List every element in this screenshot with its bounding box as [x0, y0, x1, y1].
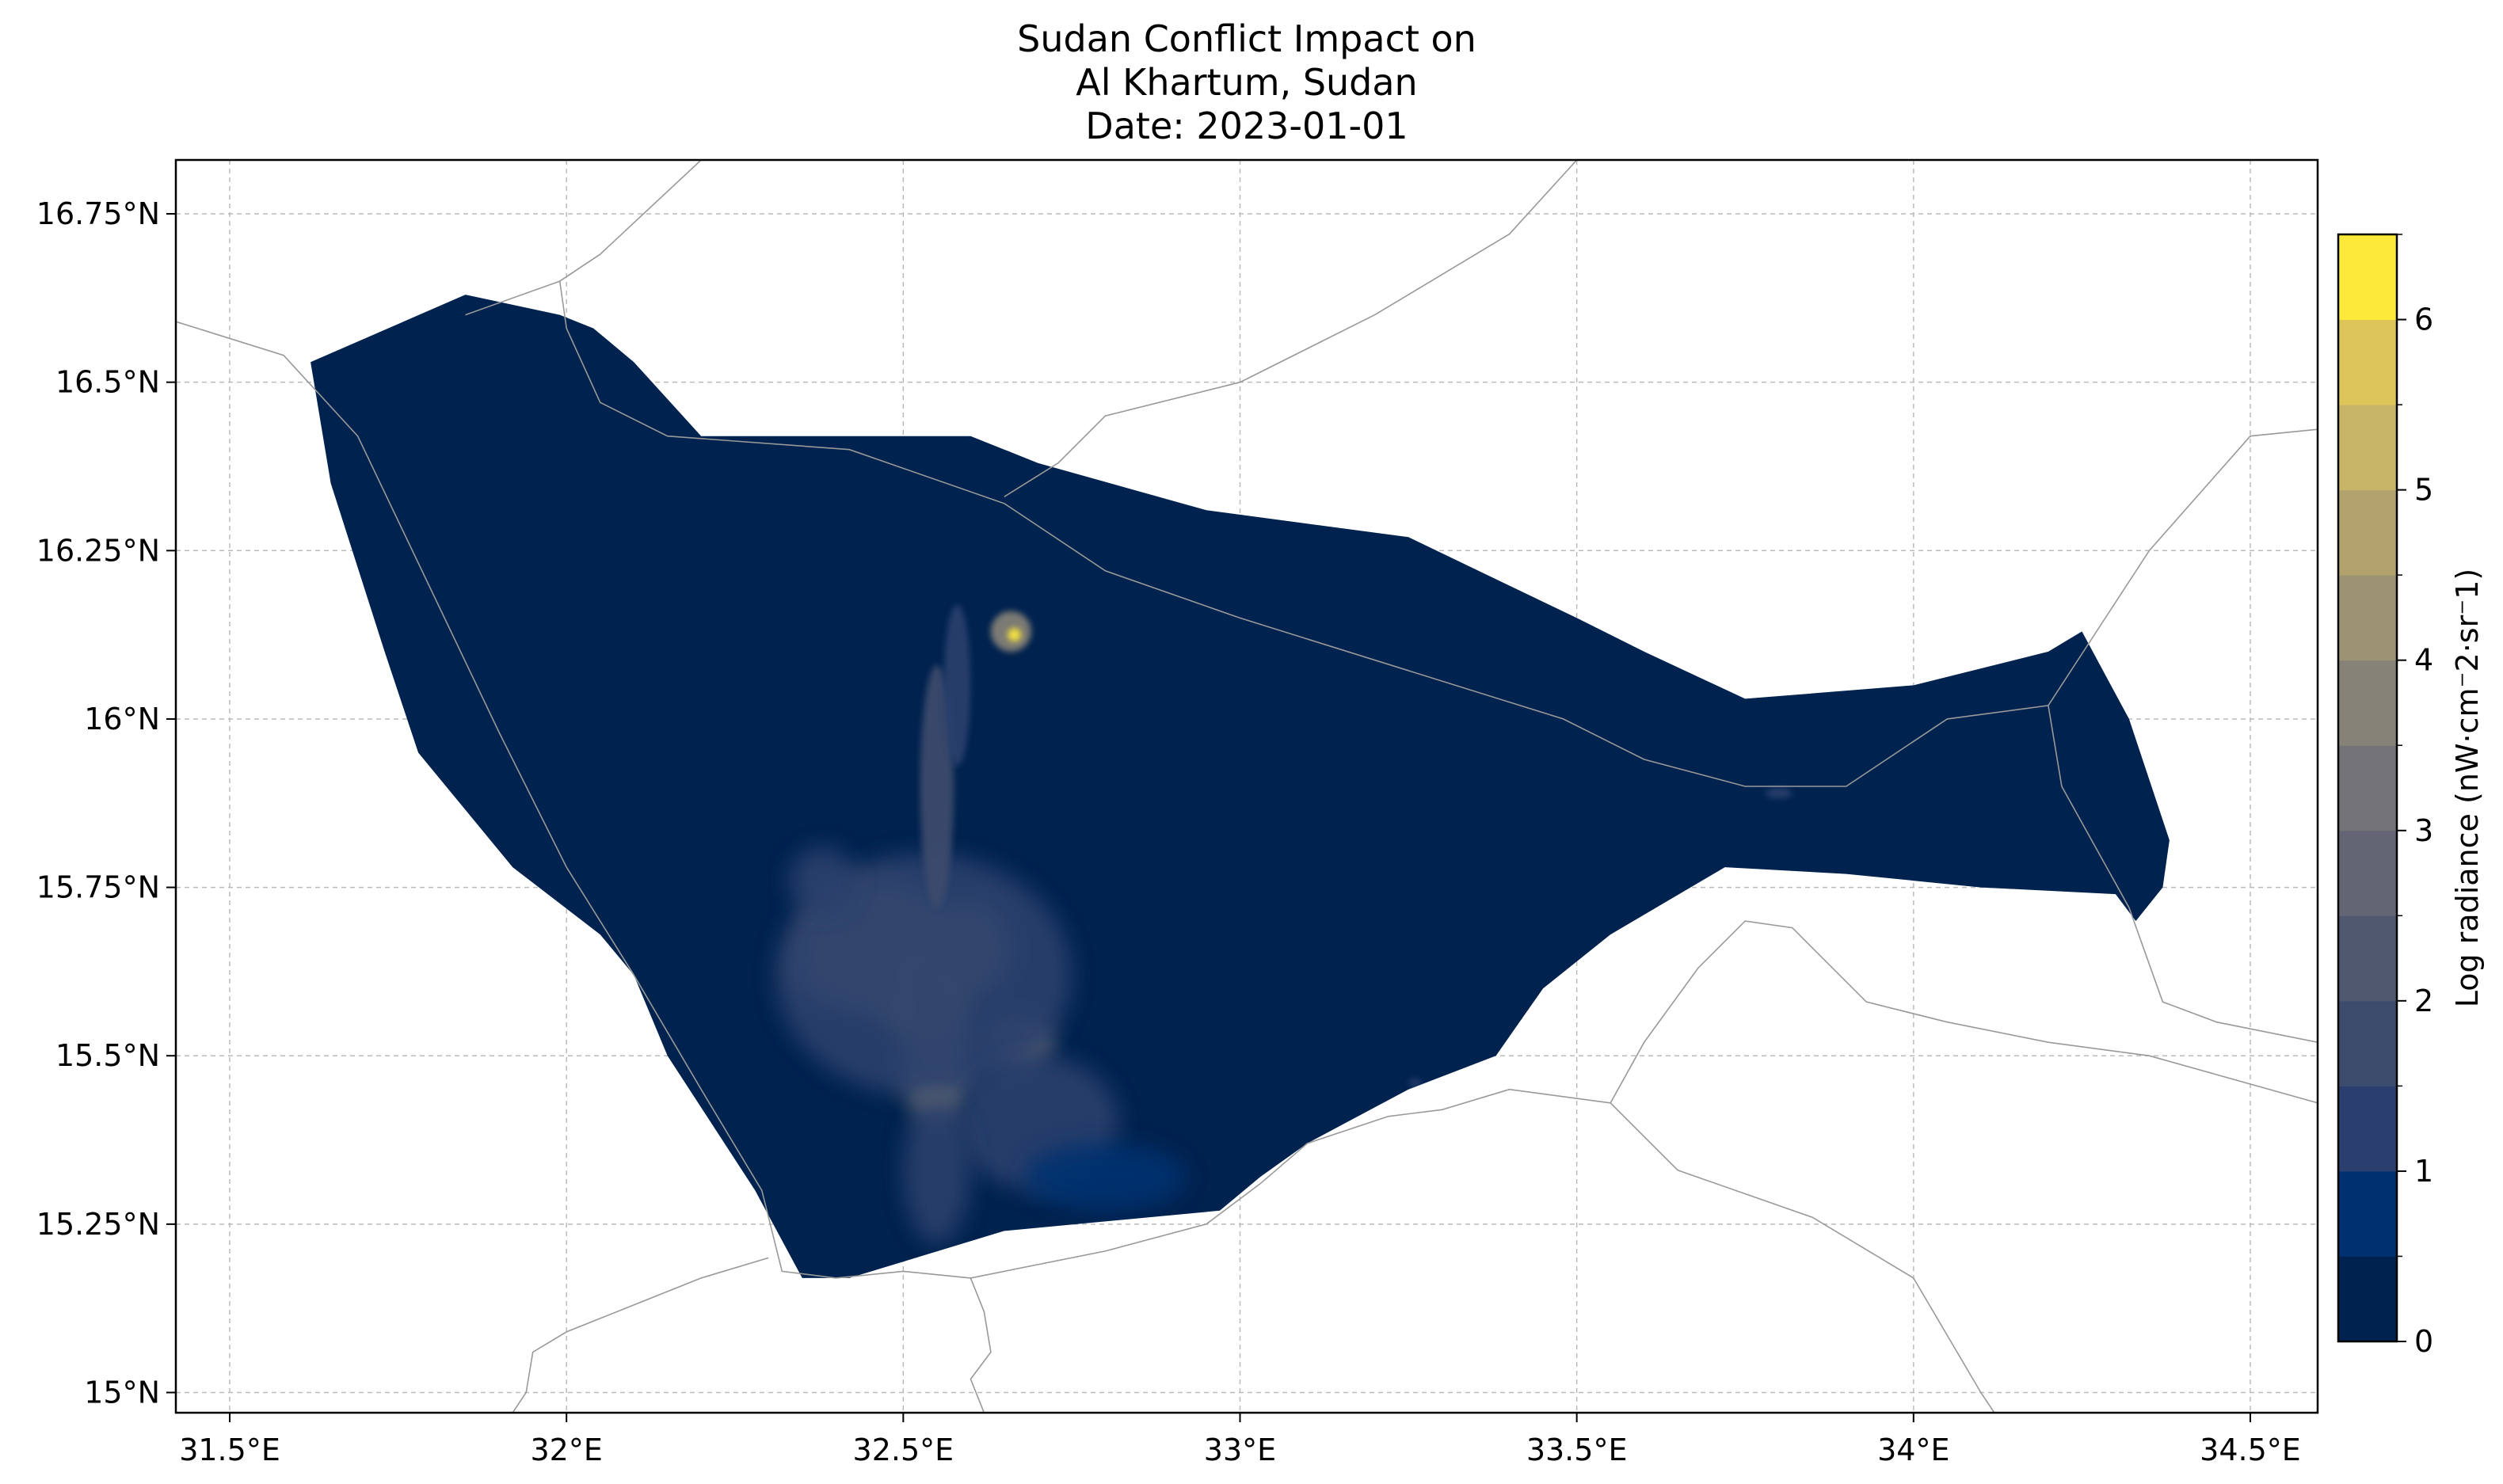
light-blob: [943, 604, 971, 767]
state-fill: [310, 295, 2170, 1278]
colorbar-band: [2338, 405, 2397, 491]
colorbar-band: [2338, 830, 2397, 916]
colorbar-tick-label: 4: [2414, 643, 2433, 678]
night-lights: [775, 604, 1792, 1245]
colorbar-band: [2338, 1000, 2397, 1086]
title-line-2: Al Khartum, Sudan: [1076, 61, 1417, 104]
light-blob: [1024, 1143, 1187, 1211]
light-blob: [1008, 628, 1022, 642]
colorbar-ticks: 0 1 2 3 4 5 6: [2397, 234, 2433, 1359]
y-tick-label: 16.25°N: [36, 533, 160, 568]
admin-border-line: [1004, 160, 1578, 497]
admin-borders: [176, 160, 2318, 1413]
colorbar-band: [2338, 575, 2397, 661]
colorbar-band: [2338, 1256, 2397, 1342]
y-tick-label: 15.25°N: [36, 1207, 160, 1242]
admin-border-line: [176, 321, 2318, 1279]
figure-title: Sudan Conflict Impact on Al Khartum, Sud…: [1017, 17, 1476, 147]
y-tick-label: 15.5°N: [55, 1038, 160, 1073]
admin-border-line: [512, 1257, 769, 1413]
colorbar-tick-label: 2: [2414, 984, 2433, 1018]
x-tick-label: 34°E: [1877, 1433, 1949, 1467]
light-blob: [1765, 787, 1792, 799]
colorbar-bands: [2338, 234, 2397, 1342]
y-tick-label: 15°N: [84, 1375, 160, 1410]
admin-border-line: [970, 1277, 992, 1413]
colorbar: 0 1 2 3 4 5 6 Log radiance (nW·cm⁻2·sr⁻1): [2337, 233, 2485, 1359]
admin-border-line: [465, 160, 702, 316]
x-tick-label: 33°E: [1204, 1433, 1276, 1467]
map-axes: 31.5°E 32°E 32.5°E 33°E 33.5°E 34°E 34.5°E 16.…: [36, 158, 2319, 1467]
map-frame: [174, 158, 2319, 1414]
light-blob: [1408, 1079, 1423, 1087]
colorbar-tick-label: 5: [2414, 473, 2433, 508]
colorbar-label: Log radiance (nW·cm⁻2·sr⁻1): [2450, 569, 2485, 1008]
colorbar-tick-label: 3: [2414, 813, 2433, 848]
x-tick-label: 31.5°E: [179, 1433, 280, 1467]
title-line-3: Date: 2023-01-01: [1085, 105, 1408, 147]
y-tick-label: 16.75°N: [36, 196, 160, 231]
x-tick-label: 32°E: [530, 1433, 602, 1467]
admin-border-line: [2048, 705, 2318, 1043]
colorbar-tick-label: 1: [2414, 1154, 2433, 1189]
colorbar-band: [2338, 319, 2397, 405]
light-blob: [775, 854, 1072, 1097]
y-tick-label: 16.5°N: [55, 365, 160, 400]
state-region: [310, 295, 2170, 1278]
x-axis-ticks: 31.5°E 32°E 32.5°E 33°E 33.5°E 34°E 34.5°E: [179, 1413, 2301, 1467]
colorbar-band: [2338, 745, 2397, 831]
x-tick-label: 33.5°E: [1526, 1433, 1628, 1467]
admin-border-line: [1610, 1102, 1995, 1413]
light-blob: [903, 1096, 971, 1245]
y-tick-label: 15.75°N: [36, 870, 160, 905]
colorbar-band: [2338, 234, 2397, 321]
colorbar-frame: [2337, 233, 2398, 1343]
colorbar-band: [2338, 489, 2397, 576]
x-tick-label: 32.5°E: [853, 1433, 954, 1467]
admin-border-line: [558, 280, 2318, 787]
colorbar-band: [2338, 1086, 2397, 1172]
title-line-1: Sudan Conflict Impact on: [1017, 17, 1476, 60]
colorbar-band: [2338, 915, 2397, 1002]
colorbar-tick-label: 6: [2414, 303, 2433, 337]
light-blob: [920, 664, 954, 908]
y-axis-ticks: 16.75°N 16.5°N 16.25°N 16°N 15.75°N 15.5°N 15.…: [36, 196, 176, 1410]
colorbar-band: [2338, 660, 2397, 746]
light-blob: [788, 847, 856, 915]
colorbar-tick-label: 0: [2414, 1324, 2433, 1359]
x-tick-label: 34.5°E: [2200, 1433, 2301, 1467]
y-tick-label: 16°N: [84, 702, 160, 736]
colorbar-band: [2338, 1170, 2397, 1257]
